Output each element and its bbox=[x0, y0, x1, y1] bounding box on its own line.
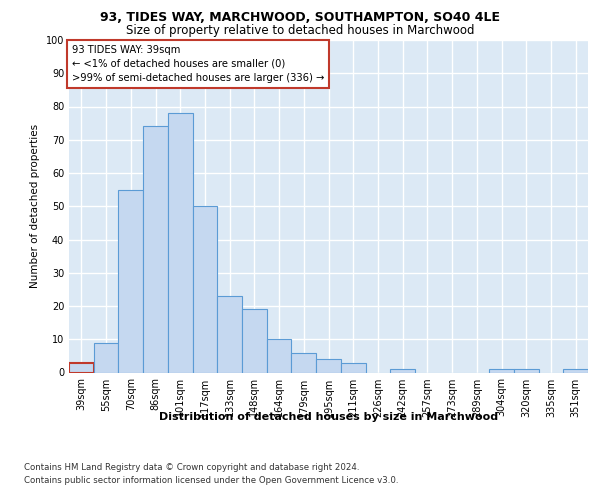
Bar bbox=[118, 190, 143, 372]
Bar bbox=[292, 352, 316, 372]
Text: Distribution of detached houses by size in Marchwood: Distribution of detached houses by size … bbox=[159, 412, 499, 422]
Bar bbox=[217, 296, 242, 372]
Bar bbox=[94, 342, 118, 372]
Bar bbox=[69, 362, 94, 372]
Bar bbox=[267, 339, 292, 372]
Text: Contains HM Land Registry data © Crown copyright and database right 2024.: Contains HM Land Registry data © Crown c… bbox=[24, 462, 359, 471]
Bar bbox=[316, 359, 341, 372]
Text: 93 TIDES WAY: 39sqm
← <1% of detached houses are smaller (0)
>99% of semi-detach: 93 TIDES WAY: 39sqm ← <1% of detached ho… bbox=[71, 45, 324, 83]
Bar bbox=[563, 369, 588, 372]
Bar bbox=[489, 369, 514, 372]
Text: Contains public sector information licensed under the Open Government Licence v3: Contains public sector information licen… bbox=[24, 476, 398, 485]
Bar bbox=[242, 310, 267, 372]
Bar bbox=[341, 362, 365, 372]
Bar bbox=[514, 369, 539, 372]
Bar bbox=[390, 369, 415, 372]
Bar bbox=[143, 126, 168, 372]
Bar bbox=[193, 206, 217, 372]
Text: Size of property relative to detached houses in Marchwood: Size of property relative to detached ho… bbox=[126, 24, 474, 37]
Y-axis label: Number of detached properties: Number of detached properties bbox=[30, 124, 40, 288]
Bar bbox=[168, 113, 193, 372]
Text: 93, TIDES WAY, MARCHWOOD, SOUTHAMPTON, SO40 4LE: 93, TIDES WAY, MARCHWOOD, SOUTHAMPTON, S… bbox=[100, 11, 500, 24]
